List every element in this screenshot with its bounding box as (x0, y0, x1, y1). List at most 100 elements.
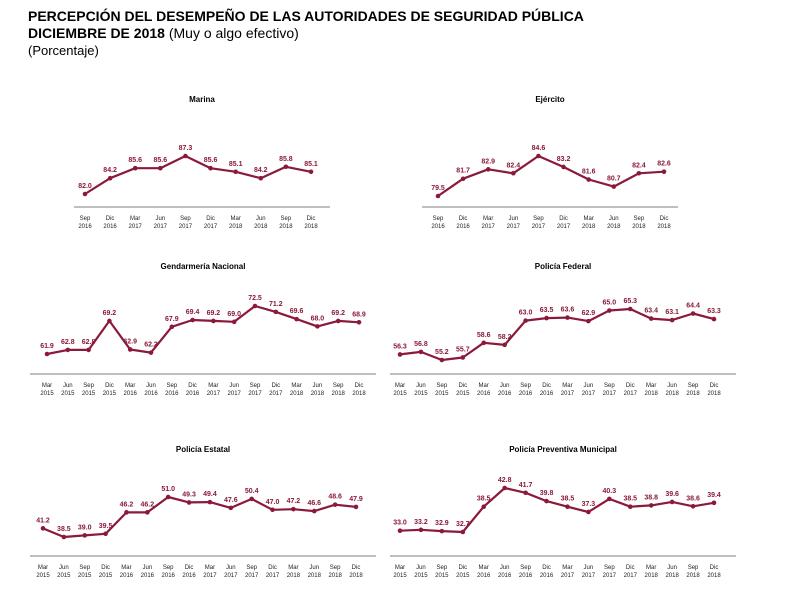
x-tick-label: Mar (583, 216, 593, 222)
data-label: 38.5 (623, 496, 637, 503)
series-line (437, 154, 665, 197)
x-tick-label: Sep (281, 216, 292, 222)
x-tick-label: Dic (542, 565, 551, 571)
data-point (332, 502, 338, 507)
data-point (523, 318, 528, 323)
x-tick-label: Mar (646, 565, 656, 571)
x-tick-label: Jun (500, 565, 510, 571)
data-point (397, 528, 403, 533)
x-tick-year: 2018 (686, 573, 700, 579)
x-tick-year: 2018 (582, 224, 596, 230)
data-label: 79.5 (431, 185, 445, 192)
data-label: 38.5 (57, 526, 71, 533)
data-point (249, 496, 254, 502)
x-tick-year: 2015 (414, 391, 428, 397)
x-tick-label: Jun (584, 565, 594, 571)
chart-panel-marina: Marina 82.0 Sep 2016 84.2 Dic 2016 85.6 Mar 2017 8… (72, 90, 332, 240)
chart-title: Policía Estatal (176, 445, 230, 454)
x-tick-year: 2017 (203, 573, 217, 579)
x-tick-year: 2016 (120, 573, 134, 579)
data-point (233, 169, 238, 175)
x-tick-year: 2018 (308, 573, 322, 579)
x-tick-label: Jun (508, 216, 518, 222)
data-point (183, 153, 188, 159)
data-label: 63.4 (644, 308, 658, 315)
chart-marina: Marina 82.0 Sep 2016 84.2 Dic 2016 85.6 Mar 2017 8… (74, 95, 330, 230)
x-tick-year: 2018 (645, 391, 659, 397)
data-label: 55.7 (456, 346, 470, 353)
data-label: 40.3 (603, 488, 617, 495)
data-point (565, 504, 570, 510)
x-tick-label: Dic (626, 565, 635, 571)
x-tick-label: Sep (80, 216, 91, 222)
x-tick-label: Jun (416, 383, 426, 389)
data-label: 69.2 (331, 310, 345, 317)
x-tick-year: 2018 (254, 224, 268, 230)
x-tick-year: 2016 (165, 391, 179, 397)
data-point (283, 164, 289, 170)
x-tick-year: 2016 (519, 391, 533, 397)
data-point (228, 505, 234, 511)
x-tick-year: 2015 (414, 573, 428, 579)
x-tick-year: 2018 (311, 391, 325, 397)
data-label: 39.6 (665, 491, 679, 498)
data-point (291, 506, 296, 512)
x-tick-year: 2017 (624, 573, 638, 579)
data-point (439, 528, 445, 534)
x-tick-year: 2016 (519, 573, 533, 579)
x-tick-label: Dic (458, 383, 467, 389)
x-tick-label: Mar (395, 565, 405, 571)
data-label: 47.0 (266, 499, 280, 506)
x-tick-label: Sep (180, 216, 191, 222)
data-point (460, 176, 466, 182)
x-tick-label: Jun (313, 383, 323, 389)
x-tick-year: 2017 (207, 391, 221, 397)
data-point (82, 533, 88, 538)
x-tick-label: Dic (459, 216, 468, 222)
data-label: 82.6 (657, 161, 671, 168)
x-tick-year: 2017 (603, 573, 617, 579)
data-label: 32.9 (435, 520, 449, 527)
x-tick-year: 2016 (124, 391, 138, 397)
x-tick-label: Sep (604, 383, 615, 389)
x-tick-label: Sep (688, 383, 699, 389)
data-label: 82.0 (78, 183, 92, 190)
data-point (86, 347, 91, 353)
x-tick-label: Dic (307, 216, 316, 222)
data-label: 42.8 (498, 477, 512, 484)
data-point (418, 349, 424, 355)
x-tick-label: Jun (667, 565, 677, 571)
x-tick-year: 2016 (162, 573, 176, 579)
x-tick-year: 2018 (332, 391, 346, 397)
data-point (636, 170, 642, 176)
x-tick-label: Mar (646, 383, 656, 389)
x-tick-label: Mar (205, 565, 215, 571)
x-tick-label: Jun (609, 216, 619, 222)
x-tick-year: 2015 (57, 573, 71, 579)
data-label: 51.0 (161, 486, 175, 493)
x-tick-label: Sep (604, 565, 615, 571)
x-tick-year: 2015 (40, 391, 54, 397)
x-tick-label: Dic (271, 383, 280, 389)
x-tick-year: 2018 (349, 573, 363, 579)
x-tick-label: Mar (288, 565, 298, 571)
data-label: 55.2 (435, 349, 449, 356)
data-point (165, 494, 171, 500)
chart-ejercito: Ejército 79.5 Sep 2016 81.7 Dic 2016 82.9 Mar 201… (422, 95, 678, 230)
chart-panel-policia-federal: Policía Federal 56.3 Mar 2015 56.8 Jun 2015 55.… (388, 258, 738, 413)
x-tick-label: Dic (626, 383, 635, 389)
data-point (627, 504, 633, 510)
x-tick-year: 2016 (498, 391, 512, 397)
data-point (669, 499, 675, 505)
x-tick-label: Sep (433, 216, 444, 222)
x-tick-label: Sep (437, 383, 448, 389)
data-label: 82.9 (481, 158, 495, 165)
x-tick-year: 2015 (82, 391, 96, 397)
x-tick-year: 2016 (182, 573, 196, 579)
x-tick-label: Sep (333, 383, 344, 389)
data-point (439, 357, 445, 363)
data-point (335, 318, 341, 324)
data-point (565, 315, 570, 320)
x-tick-year: 2017 (582, 391, 596, 397)
data-label: 64.4 (686, 303, 700, 310)
